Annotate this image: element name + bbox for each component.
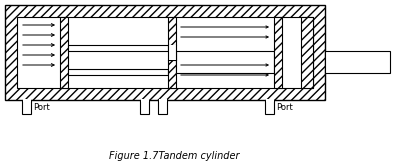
Bar xyxy=(23,99,30,102)
Bar xyxy=(158,100,167,114)
Bar xyxy=(176,51,274,73)
Bar xyxy=(141,99,148,102)
Bar xyxy=(265,99,274,102)
Bar xyxy=(68,69,168,75)
Bar xyxy=(274,17,282,88)
Bar xyxy=(5,5,325,100)
Bar xyxy=(325,51,390,73)
Bar xyxy=(168,17,176,45)
Bar xyxy=(168,60,176,88)
Text: Port: Port xyxy=(276,103,293,112)
Bar xyxy=(158,99,166,102)
Bar xyxy=(68,45,168,51)
Bar xyxy=(140,100,149,114)
Text: Port: Port xyxy=(33,103,50,112)
Bar xyxy=(168,45,176,60)
Bar xyxy=(22,100,31,114)
Bar xyxy=(301,17,313,88)
Bar xyxy=(17,17,313,88)
Bar xyxy=(265,100,274,114)
Text: Figure 1.7Tandem cylinder: Figure 1.7Tandem cylinder xyxy=(109,151,240,161)
Bar xyxy=(60,17,68,88)
